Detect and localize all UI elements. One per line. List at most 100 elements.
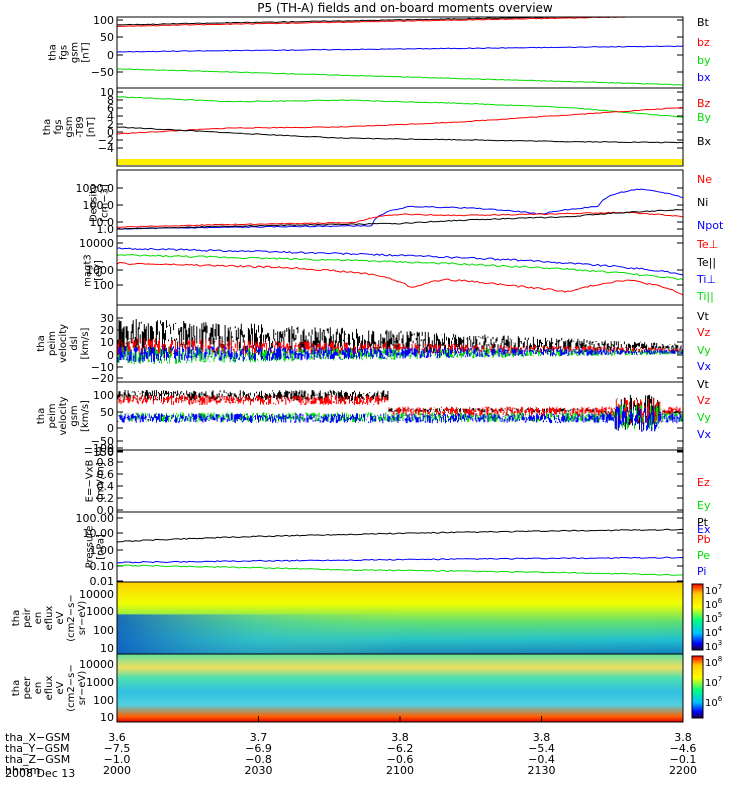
y-tick-label: 100 bbox=[93, 389, 114, 402]
y-tick-label: 1000.0 bbox=[76, 182, 115, 195]
y-tick-label: 100 bbox=[93, 14, 114, 27]
x-tick-label: 2030 bbox=[245, 764, 273, 777]
legend-Te⊥: Te⊥ bbox=[696, 238, 718, 251]
legend-Ne: Ne bbox=[697, 173, 712, 186]
colorbar-tick-exp: 4 bbox=[718, 625, 723, 633]
y-axis-label-line: [km/s] bbox=[80, 327, 91, 359]
colorbar-tick-base: 10 bbox=[705, 600, 718, 611]
legend-Pt: Pt bbox=[697, 516, 709, 529]
legend-Vt: Vt bbox=[697, 378, 710, 391]
y-tick-label: 10 bbox=[100, 642, 114, 655]
x-tick-label: 2130 bbox=[528, 764, 556, 777]
panel-frame bbox=[116, 511, 684, 583]
panel-10: thapeerenefluxeV(cm2−s−sr−eV)10000 1000 10… bbox=[11, 653, 723, 724]
legend-Vz: Vz bbox=[697, 326, 711, 339]
colorbar-tick-base: 10 bbox=[705, 678, 718, 689]
panel-1: thafgsgsm[nT] 100 50 0 −50 Bt bz by bx bbox=[48, 14, 711, 89]
colorbar-tick: 106 bbox=[705, 597, 723, 611]
legend-Ex: Ex bbox=[697, 523, 711, 536]
x-tick-label: −5.4 bbox=[528, 742, 555, 755]
series-Npot bbox=[116, 188, 684, 230]
y-axis-label: thapeirenefluxeV(cm2−s−sr−eV) bbox=[11, 594, 88, 641]
x-tick-label: 3.8 bbox=[674, 731, 692, 744]
y-axis-label-line: velocity bbox=[58, 324, 69, 363]
series-bx bbox=[116, 45, 684, 53]
legend-Pb: Pb bbox=[697, 533, 711, 546]
series-Ti⊥ bbox=[116, 247, 684, 276]
y-axis-label-line: tha bbox=[11, 610, 22, 626]
colorbar-tick-base: 10 bbox=[705, 658, 718, 669]
x-tick-label: 2200 bbox=[669, 764, 697, 777]
panel-frame bbox=[116, 87, 684, 167]
y-axis-label-line: tha bbox=[11, 680, 22, 696]
x-row-label: tha_X−GSM bbox=[5, 731, 70, 744]
series-Ti|| bbox=[116, 254, 684, 281]
y-axis-label: thafgsgsm-T89[nT] bbox=[42, 116, 97, 138]
colorbar-tick-exp: 3 bbox=[718, 639, 722, 647]
colorbar-tick-exp: 8 bbox=[718, 655, 722, 663]
legend-Vt: Vt bbox=[697, 310, 710, 323]
y-tick-label: 1000 bbox=[86, 676, 114, 689]
series-By bbox=[116, 96, 684, 119]
y-axis-label: Density[cm−3] bbox=[89, 184, 111, 222]
x-tick-label: −0.8 bbox=[245, 753, 272, 766]
panel-6: thapeimvelocitygsm[km/s]100 50 0−50−100−15… bbox=[36, 378, 712, 459]
y-axis-label: thapeimvelocitygsm[km/s] bbox=[36, 396, 91, 435]
y-axis-label-line: peim bbox=[47, 331, 58, 356]
legend-Ti||: Ti|| bbox=[696, 290, 714, 303]
y-axis-label: thapeimvelocitydsl[km/s] bbox=[36, 324, 91, 363]
colorbar-tick: 108 bbox=[705, 655, 722, 669]
legend-bz: bz bbox=[697, 36, 710, 49]
y-tick-label: 50 bbox=[100, 406, 114, 419]
y-tick-label: 0.0 bbox=[97, 504, 115, 517]
colorbar-tick: 107 bbox=[705, 675, 722, 689]
y-axis-label-line: magt3 bbox=[83, 254, 94, 287]
y-axis-label-line: sr−eV) bbox=[77, 671, 88, 706]
panel-frame bbox=[116, 16, 684, 89]
y-tick-label: 10 bbox=[100, 336, 114, 349]
x-tick-label: −7.5 bbox=[104, 742, 131, 755]
y-tick-label: −50 bbox=[91, 435, 114, 448]
y-axis-label-line: tha bbox=[48, 44, 59, 60]
y-tick-label: 20 bbox=[100, 324, 114, 337]
colorbar-tick-exp: 5 bbox=[718, 611, 722, 619]
y-tick-label: 10 bbox=[100, 711, 114, 724]
colorbar-tick: 103 bbox=[705, 639, 722, 653]
legend-Ti⊥: Ti⊥ bbox=[696, 273, 716, 286]
y-tick-label: 0.4 bbox=[97, 480, 115, 493]
y-tick-label: 1000 bbox=[86, 264, 114, 277]
panel-8: Pressure[nPa]100.0010.001.000.100.01PtPb… bbox=[76, 511, 711, 588]
y-tick-label: 10.0 bbox=[90, 216, 115, 229]
y-axis-label-line: tha bbox=[36, 335, 47, 351]
y-tick-label: 50 bbox=[100, 31, 114, 44]
panel-frame bbox=[116, 449, 684, 513]
x-tick-label: −6.9 bbox=[245, 742, 272, 755]
y-tick-label: 10000 bbox=[79, 588, 114, 601]
y-axis-label-line: tha bbox=[42, 119, 53, 135]
y-axis-label-line: gsm bbox=[69, 405, 80, 426]
x-tick-label: 3.6 bbox=[108, 731, 126, 744]
y-axis-label-line: [mV/m] bbox=[96, 462, 107, 500]
date-label: 2008 Dec 13 bbox=[5, 767, 75, 780]
y-axis-label-line: Pressure bbox=[85, 526, 96, 569]
legend-Vy: Vy bbox=[697, 411, 711, 424]
legend-bx: bx bbox=[697, 71, 711, 84]
legend-Bt: Bt bbox=[697, 16, 710, 29]
y-tick-label: −10 bbox=[91, 361, 114, 374]
y-tick-label: 6 bbox=[107, 102, 114, 115]
spectrogram bbox=[117, 654, 683, 722]
series-by bbox=[116, 68, 684, 86]
x-tick-label: −0.4 bbox=[528, 753, 555, 766]
y-axis-label-line: fgs bbox=[53, 119, 64, 134]
y-tick-label: 0.8 bbox=[97, 456, 115, 469]
y-axis-label-line: (cm2−s− bbox=[66, 664, 77, 711]
y-tick-label: −4 bbox=[98, 142, 114, 155]
y-tick-label: 8 bbox=[107, 94, 114, 107]
y-tick-label: 10000 bbox=[79, 658, 114, 671]
x-tick-label: 3.8 bbox=[533, 731, 551, 744]
legend-Bz: Bz bbox=[697, 97, 711, 110]
legend-Vy: Vy bbox=[697, 344, 711, 357]
colorbar-tick: 104 bbox=[705, 625, 723, 639]
